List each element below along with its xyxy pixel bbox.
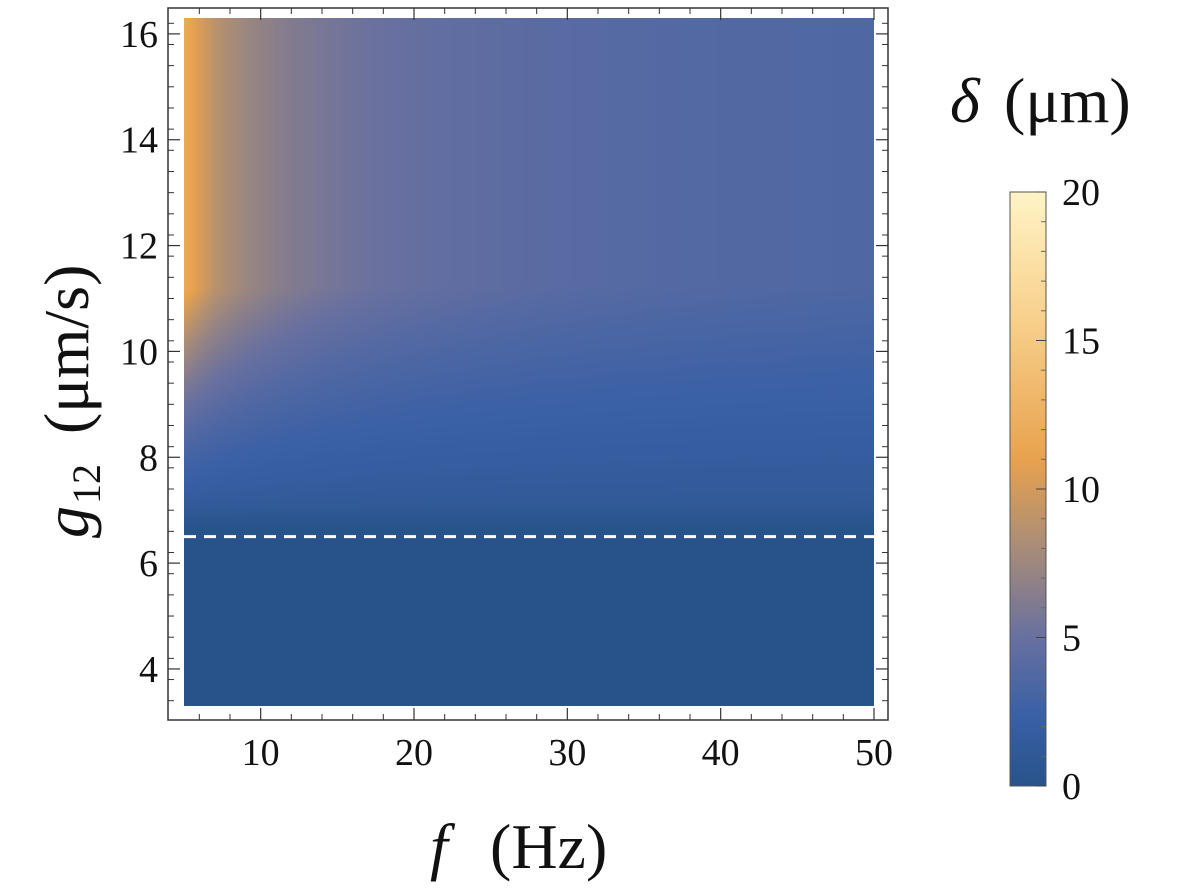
heatmap-field <box>184 18 874 706</box>
x-tick-label: 10 <box>242 732 280 774</box>
x-tick-label: 30 <box>548 732 586 774</box>
colorbar-ticks: 0 5 10 15 20 <box>1036 172 1100 808</box>
y-tick-label: 10 <box>120 331 158 373</box>
x-axis-variable: f <box>430 811 456 882</box>
x-tick-label: 20 <box>395 732 433 774</box>
x-axis-title: f (Hz) <box>430 811 607 882</box>
colorbar-tick-label: 20 <box>1062 172 1100 214</box>
x-tick-label: 50 <box>855 732 893 774</box>
y-tick-label: 14 <box>120 120 158 162</box>
axes-layer: 10 20 30 40 50 4 6 8 10 12 14 16 <box>120 8 893 774</box>
colorbar-tick-label: 15 <box>1062 321 1100 363</box>
y-tick-label: 8 <box>139 437 158 479</box>
y-axis-title: g 12 (μm/s) <box>31 265 109 538</box>
colorbar-variable: δ <box>950 65 981 136</box>
colorbar-unit: (μm) <box>1004 65 1131 136</box>
y-tick-label: 4 <box>139 649 158 691</box>
y-tick-label: 12 <box>120 226 158 268</box>
y-axis-unit: (μm/s) <box>31 265 102 434</box>
colorbar: δ (μm) 0 5 10 15 20 <box>950 65 1131 808</box>
colorbar-tick-label: 5 <box>1062 618 1081 660</box>
y-axis-subscript: 12 <box>64 464 109 504</box>
y-tick-label: 16 <box>120 14 158 56</box>
y-axis-variable: g <box>31 506 102 538</box>
y-tick-label: 6 <box>139 543 158 585</box>
colorbar-tick-label: 10 <box>1062 469 1100 511</box>
plot-frame <box>167 7 889 721</box>
colorbar-tick-label: 0 <box>1062 766 1081 808</box>
x-tick-label: 40 <box>702 732 740 774</box>
x-axis-unit: (Hz) <box>490 811 607 882</box>
